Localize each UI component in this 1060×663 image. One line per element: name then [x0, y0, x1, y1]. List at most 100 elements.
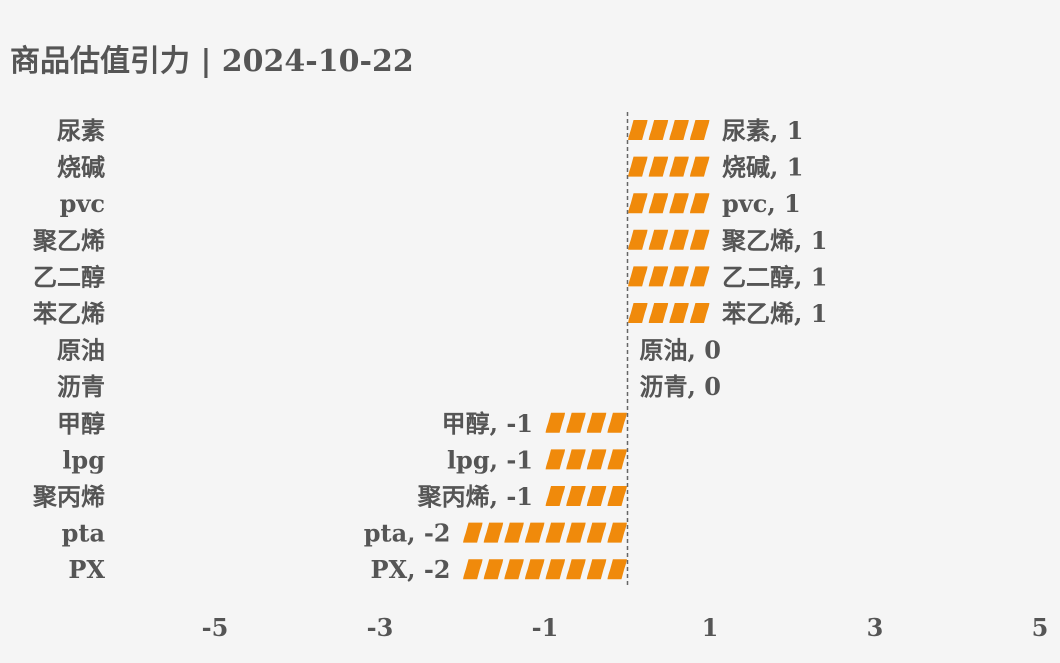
chart-title: 商品估值引力 | 2024-10-22	[10, 44, 414, 79]
bar-symbol	[607, 486, 627, 506]
bar-symbol	[628, 120, 648, 140]
x-tick-label: -3	[367, 613, 394, 642]
bar	[628, 156, 710, 177]
bar-symbol	[586, 412, 607, 433]
bar-symbol	[689, 193, 710, 214]
data-label: 烧碱, 1	[722, 153, 803, 182]
bar-symbol	[545, 559, 566, 580]
category-label: 乙二醇	[33, 262, 105, 291]
bar-symbol	[463, 522, 483, 543]
bar-symbol	[545, 486, 566, 506]
bar-symbol	[689, 266, 710, 287]
category-label: lpg	[62, 445, 105, 474]
x-axis-ticks: -5 -3 -1 1 3 5	[202, 613, 1049, 642]
bar	[463, 522, 627, 543]
data-label: pvc, 1	[722, 189, 801, 218]
category-label: 沥青	[57, 372, 105, 401]
bar	[628, 229, 710, 250]
bar-symbol	[566, 559, 586, 580]
data-label: 苯乙烯, 1	[721, 299, 827, 328]
data-label: 沥青, 0	[640, 372, 721, 401]
data-label: 聚乙烯, 1	[721, 226, 827, 255]
category-label: 甲醇	[57, 409, 105, 438]
bar-symbol	[566, 449, 586, 470]
bar-symbol	[483, 522, 504, 543]
category-label: 聚丙烯	[32, 482, 105, 511]
bar-symbol	[545, 522, 566, 543]
bar-symbol	[669, 303, 689, 323]
bar-symbol	[628, 193, 648, 214]
category-label: 原油	[57, 336, 105, 365]
bar-symbol	[689, 156, 710, 177]
bar	[628, 120, 710, 140]
bar-symbol	[504, 522, 524, 543]
x-tick-label: 1	[702, 613, 719, 642]
bar-symbol	[483, 559, 504, 580]
bar	[628, 266, 710, 287]
category-label: 尿素	[57, 116, 105, 145]
bar-symbol	[586, 522, 607, 543]
bar-symbol	[669, 193, 689, 214]
bars-layer	[463, 120, 710, 580]
bar-symbol	[689, 303, 710, 323]
bar-symbol	[648, 229, 669, 250]
data-label: 聚丙烯, -1	[417, 482, 533, 511]
bar-symbol	[689, 229, 710, 250]
bar-symbol	[566, 522, 586, 543]
x-tick-label: 3	[867, 613, 884, 642]
bar-symbol	[607, 522, 627, 543]
bar-symbol	[628, 303, 648, 323]
data-label: pta, -2	[364, 519, 451, 548]
bar-symbol	[669, 266, 689, 287]
bar-symbol	[545, 412, 566, 433]
bar	[545, 449, 627, 470]
bar-symbol	[669, 229, 689, 250]
bar-symbol	[607, 412, 627, 433]
bar-symbol	[648, 156, 669, 177]
x-tick-label: -1	[532, 613, 559, 642]
data-label: 原油, 0	[640, 336, 721, 365]
bar-symbol	[628, 156, 648, 177]
data-labels: 尿素, 1 烧碱, 1 pvc, 1 聚乙烯, 1 乙二醇, 1 苯乙烯, 1原油, 0 沥…	[364, 116, 828, 584]
bar-symbol	[586, 449, 607, 470]
bar	[545, 412, 627, 433]
category-label: pvc	[60, 189, 105, 218]
bar	[628, 193, 710, 214]
data-label: PX, -2	[370, 555, 450, 584]
data-label: 乙二醇, 1	[722, 262, 827, 291]
bar-symbol	[545, 449, 566, 470]
bar-symbol	[586, 486, 607, 506]
x-tick-label: 5	[1032, 613, 1049, 642]
bar-symbol	[607, 449, 627, 470]
category-label: pta	[62, 519, 105, 548]
bar-symbol	[586, 559, 607, 580]
bar-symbol	[669, 156, 689, 177]
bar-symbol	[628, 229, 648, 250]
category-label: PX	[68, 555, 105, 584]
bar	[628, 303, 710, 323]
bar-symbol	[504, 559, 524, 580]
bar-symbol	[648, 266, 669, 287]
bar	[463, 559, 627, 580]
bar-symbol	[607, 559, 627, 580]
bar-symbol	[648, 120, 669, 140]
bar-symbol	[648, 303, 669, 323]
data-label: lpg, -1	[447, 445, 533, 474]
data-label: 甲醇, -1	[442, 409, 533, 438]
bar-symbol	[669, 120, 689, 140]
bar-symbol	[689, 120, 710, 140]
category-label: 烧碱	[57, 153, 105, 182]
bar-symbol	[524, 559, 545, 580]
bar-symbol	[648, 193, 669, 214]
data-label: 尿素, 1	[722, 116, 803, 145]
bar-symbol	[463, 559, 483, 580]
category-label: 苯乙烯	[32, 299, 105, 328]
bar-symbol	[566, 412, 586, 433]
category-label: 聚乙烯	[32, 226, 105, 255]
bar-symbol	[566, 486, 586, 506]
x-tick-label: -5	[202, 613, 229, 642]
bar	[545, 486, 627, 506]
bar-symbol	[628, 266, 648, 287]
